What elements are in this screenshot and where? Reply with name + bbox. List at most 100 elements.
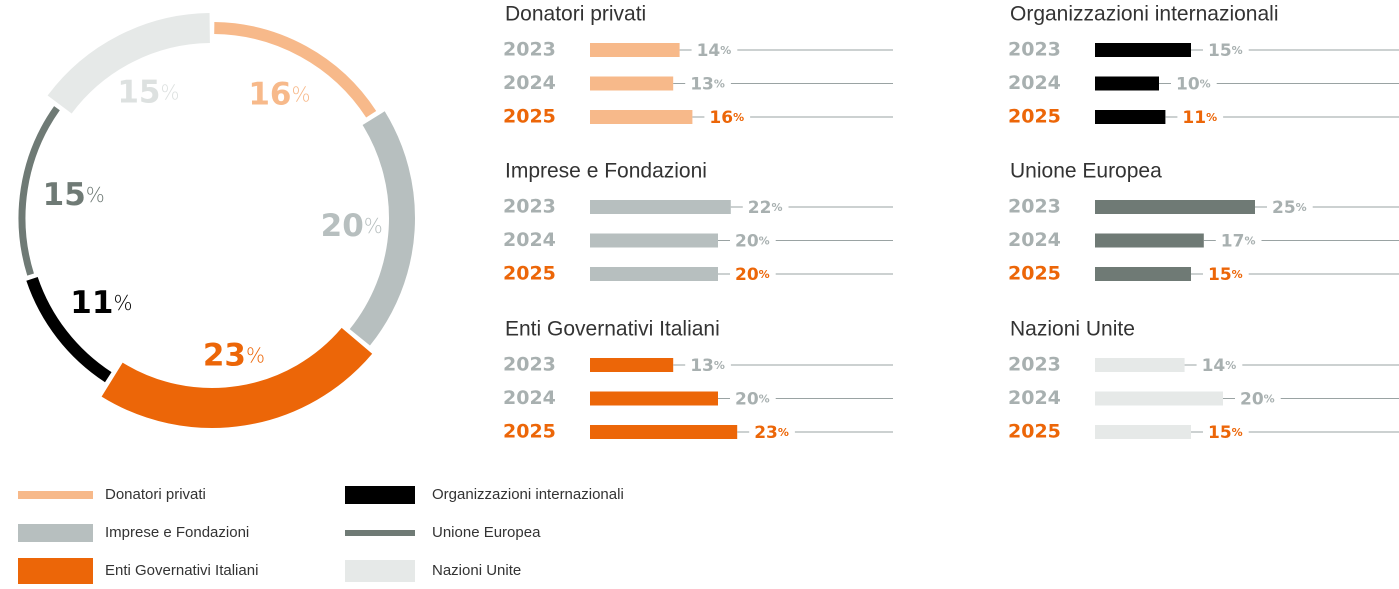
unit: % — [246, 343, 265, 367]
value: 14 — [697, 41, 721, 61]
value-label: 15% — [1208, 265, 1243, 285]
unit: % — [1206, 111, 1217, 124]
group-title: Organizzazioni internazionali — [1010, 3, 1278, 26]
unit: % — [161, 80, 180, 104]
bar — [590, 358, 674, 372]
donut-label: 11% — [70, 284, 132, 320]
value-label: 16% — [709, 108, 744, 128]
bar — [590, 110, 693, 124]
unit: % — [1232, 268, 1243, 281]
year-label: 2025 — [1008, 421, 1061, 443]
value: 20 — [735, 390, 759, 410]
bar — [1095, 425, 1191, 439]
value: 16 — [248, 76, 291, 112]
donut-segment — [214, 22, 377, 118]
value: 23 — [203, 337, 246, 373]
unit: % — [759, 268, 770, 281]
value-label: 11% — [1182, 108, 1217, 128]
unit: % — [1264, 393, 1275, 406]
legend-swatch — [18, 491, 93, 499]
legend-swatch — [345, 486, 415, 504]
value: 11 — [70, 284, 113, 320]
value: 15 — [1208, 41, 1232, 61]
value: 20 — [735, 265, 759, 285]
donut-segment — [18, 106, 60, 276]
value: 20 — [321, 207, 364, 243]
bar — [1095, 110, 1166, 124]
donut-label: 15% — [43, 177, 105, 213]
value-label: 20% — [735, 265, 770, 285]
year-label: 2025 — [503, 421, 556, 443]
bar — [1095, 391, 1223, 406]
unit: % — [292, 82, 311, 106]
year-label: 2023 — [503, 39, 556, 61]
donut-segment — [101, 327, 373, 428]
year-label: 2024 — [1008, 387, 1061, 409]
value: 15 — [117, 74, 160, 110]
legend-swatch — [345, 530, 415, 536]
group-title: Enti Governativi Italiani — [505, 318, 720, 341]
legend-label: Nazioni Unite — [432, 562, 521, 579]
value: 13 — [690, 356, 714, 376]
group-title: Nazioni Unite — [1010, 318, 1135, 341]
value: 13 — [690, 75, 714, 95]
value-label: 13% — [690, 356, 725, 376]
value-label: 17% — [1221, 232, 1256, 252]
value: 17 — [1221, 232, 1245, 252]
value-label: 14% — [697, 41, 732, 61]
bar — [590, 425, 738, 439]
value-label: 10% — [1176, 75, 1211, 95]
unit: % — [778, 426, 789, 439]
value: 23 — [754, 423, 778, 443]
group-title: Unione Europea — [1010, 160, 1162, 183]
unit: % — [771, 201, 782, 214]
year-label: 2025 — [1008, 263, 1061, 285]
value: 15 — [1208, 423, 1232, 443]
value: 14 — [1202, 356, 1226, 376]
value: 15 — [43, 177, 86, 213]
legend-swatch — [18, 558, 93, 584]
value: 11 — [1182, 108, 1206, 128]
unit: % — [714, 359, 725, 372]
unit: % — [1232, 44, 1243, 57]
legend-swatch — [345, 560, 415, 582]
year-label: 2025 — [503, 263, 556, 285]
bar — [1095, 267, 1191, 281]
value-label: 20% — [1240, 390, 1275, 410]
unit: % — [759, 235, 770, 248]
bar — [1095, 358, 1185, 372]
bar — [1095, 200, 1255, 214]
legend-label: Organizzazioni internazionali — [432, 486, 624, 503]
year-label: 2024 — [1008, 72, 1061, 94]
donut-segment — [47, 13, 211, 114]
legend-label: Donatori privati — [105, 486, 206, 503]
unit: % — [759, 393, 770, 406]
unit: % — [364, 213, 383, 237]
year-label: 2025 — [1008, 106, 1061, 128]
year-label: 2024 — [503, 72, 556, 94]
value: 16 — [709, 108, 733, 128]
donut-label: 23% — [203, 337, 265, 373]
value: 20 — [735, 232, 759, 252]
group-title: Imprese e Fondazioni — [505, 160, 707, 183]
unit: % — [733, 111, 744, 124]
year-label: 2024 — [1008, 229, 1061, 251]
year-label: 2023 — [503, 196, 556, 218]
value: 15 — [1208, 265, 1232, 285]
bar — [590, 233, 718, 248]
bar — [1095, 233, 1204, 248]
unit: % — [113, 290, 132, 314]
donut-segment — [26, 276, 112, 383]
value-label: 15% — [1208, 41, 1243, 61]
unit: % — [714, 78, 725, 91]
donut-label: 20% — [321, 207, 383, 243]
year-label: 2023 — [503, 354, 556, 376]
legend-label: Enti Governativi Italiani — [105, 562, 258, 579]
value-label: 13% — [690, 75, 725, 95]
year-label: 2024 — [503, 229, 556, 251]
value: 10 — [1176, 75, 1200, 95]
year-label: 2023 — [1008, 196, 1061, 218]
value-label: 20% — [735, 390, 770, 410]
value: 25 — [1272, 198, 1296, 218]
